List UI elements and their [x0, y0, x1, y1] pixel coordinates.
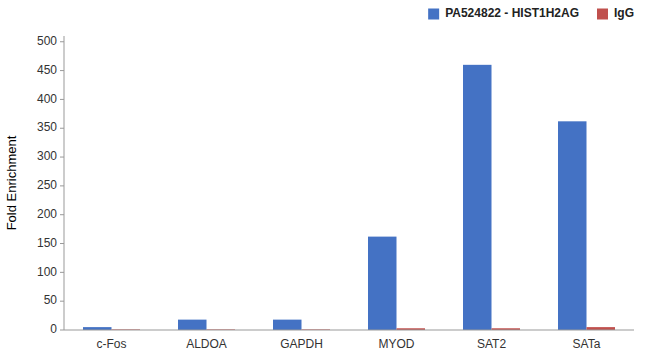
y-tick	[60, 70, 64, 71]
y-tick	[60, 301, 64, 302]
y-tick-label: 450	[37, 63, 57, 77]
y-tick-label: 350	[37, 120, 57, 134]
y-tick	[60, 128, 64, 129]
x-tick-label: GAPDH	[280, 337, 323, 351]
chart: 0 50 100 150 200 250 300 350 400 450 500 c-Fos ALDOA…	[0, 0, 650, 364]
y-tick-label: 300	[37, 149, 57, 163]
bar	[463, 65, 492, 330]
y-tick	[60, 272, 64, 273]
x-tick-label: ALDOA	[186, 337, 227, 351]
y-tick-label: 250	[37, 178, 57, 192]
legend-swatch	[597, 9, 608, 20]
y-axis-line	[64, 36, 65, 330]
x-tick-label: SAT2	[477, 337, 506, 351]
x-tick-label: MYOD	[379, 337, 415, 351]
bar	[178, 320, 207, 330]
legend-label: PA524822 - HIST1H2AG	[445, 6, 579, 20]
legend-swatch	[428, 9, 439, 20]
y-tick-label: 50	[44, 293, 58, 307]
bar	[273, 320, 302, 330]
chart-container: 0 50 100 150 200 250 300 350 400 450 500 c-Fos ALDOA…	[0, 0, 650, 364]
x-axis-line	[64, 330, 634, 331]
x-tick-label: c-Fos	[97, 337, 127, 351]
legend-label: IgG	[614, 6, 634, 20]
y-tick	[60, 243, 64, 244]
x-tick-label: SATa	[573, 337, 601, 351]
y-tick	[60, 157, 64, 158]
y-tick	[60, 41, 64, 42]
bar	[368, 237, 397, 330]
y-tick-label: 150	[37, 236, 57, 250]
bars	[83, 65, 615, 330]
y-tick	[60, 185, 64, 186]
y-tick-label: 500	[37, 34, 57, 48]
y-tick-label: 100	[37, 265, 57, 279]
y-tick	[60, 214, 64, 215]
y-tick-label: 400	[37, 92, 57, 106]
y-axis-label: Fold Enrichment	[4, 135, 19, 230]
y-tick-label: 200	[37, 207, 57, 221]
y-tick	[60, 330, 64, 331]
bar	[558, 121, 587, 330]
legend: PA524822 - HIST1H2AG IgG	[428, 6, 634, 20]
y-tick-label: 0	[50, 322, 57, 336]
y-tick	[60, 99, 64, 100]
